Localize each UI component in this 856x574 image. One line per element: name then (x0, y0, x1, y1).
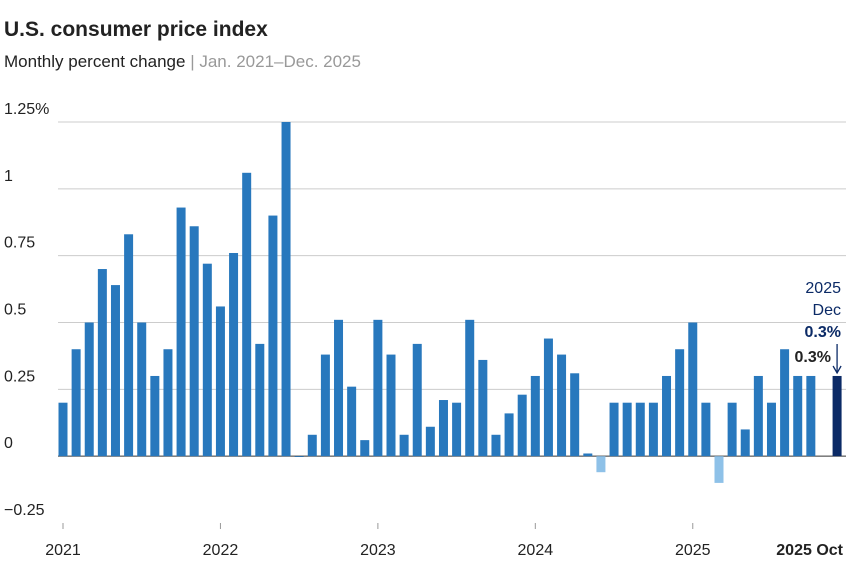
bar (543, 338, 553, 457)
bar (452, 402, 462, 457)
bar (255, 343, 265, 457)
bar (766, 402, 776, 457)
value-label: 0.3% (795, 349, 831, 366)
highlight-period: 2025 (805, 280, 841, 297)
y-tick-label: −0.25 (4, 502, 45, 519)
bar (360, 440, 370, 457)
bar (504, 413, 514, 457)
y-tick-label: 1.25% (4, 101, 49, 118)
bar (622, 402, 632, 457)
bar (281, 122, 291, 457)
bar (753, 375, 763, 457)
x-tick-label: 2021 (45, 542, 81, 559)
bar (675, 349, 685, 457)
bar (163, 349, 173, 457)
x-tick-label: 2022 (203, 542, 239, 559)
bar (71, 349, 81, 457)
bar (399, 434, 409, 457)
subtitle-period: Jan. 2021–Dec. 2025 (199, 52, 361, 71)
bar (714, 456, 724, 483)
bar (688, 322, 698, 457)
y-tick-label: 0 (4, 435, 13, 452)
bar (334, 319, 344, 457)
bar (609, 402, 619, 457)
bar (373, 319, 383, 457)
bar (806, 375, 816, 457)
bar (793, 375, 803, 457)
x-tick-label: 2023 (360, 542, 396, 559)
bar (307, 434, 317, 457)
bar (701, 402, 711, 457)
bar (215, 306, 225, 457)
bar (635, 402, 645, 457)
bar (137, 322, 147, 457)
bar (294, 456, 304, 457)
bar (438, 400, 448, 457)
bar (124, 234, 134, 457)
bar (176, 207, 186, 457)
x-tick-label: 2025 (675, 542, 711, 559)
bar (557, 354, 567, 457)
bar (596, 456, 606, 473)
bar (189, 226, 199, 457)
bar (97, 269, 107, 457)
chart-subtitle: Monthly percent change | Jan. 2021–Dec. … (4, 52, 361, 71)
bar (491, 434, 501, 457)
bar (727, 402, 737, 457)
bar (268, 215, 278, 457)
bar (530, 375, 540, 457)
bar (780, 349, 790, 457)
bar (386, 354, 396, 457)
subtitle-separator: | (190, 52, 194, 71)
bar (202, 263, 212, 457)
bar (740, 429, 750, 457)
x-tick-label: 2025 Oct (776, 542, 843, 559)
bar (150, 375, 160, 457)
annotation-arrowhead (832, 365, 842, 375)
bar (242, 172, 252, 457)
bar (583, 453, 593, 457)
bar (229, 252, 239, 457)
y-tick-label: 1 (4, 168, 13, 185)
y-tick-label: 0.25 (4, 368, 35, 385)
bar (58, 402, 68, 457)
bar (570, 373, 580, 457)
bar (832, 375, 842, 457)
bar (662, 375, 672, 457)
bar (648, 402, 658, 457)
x-tick-label: 2024 (518, 542, 554, 559)
bar (425, 426, 435, 457)
bar (517, 394, 527, 457)
subtitle: Monthly percent change (4, 52, 185, 71)
y-tick-label: 0.5 (4, 302, 26, 319)
bar (465, 319, 475, 457)
highlight-period: Dec (813, 302, 841, 319)
bar (110, 285, 120, 457)
bar (84, 322, 94, 457)
bar (320, 354, 330, 457)
bar (478, 359, 488, 457)
y-tick-label: 0.75 (4, 235, 35, 252)
value-label: 0.3% (805, 324, 841, 341)
bar (412, 343, 422, 457)
bar (347, 386, 357, 457)
chart-title: U.S. consumer price index (4, 18, 268, 41)
